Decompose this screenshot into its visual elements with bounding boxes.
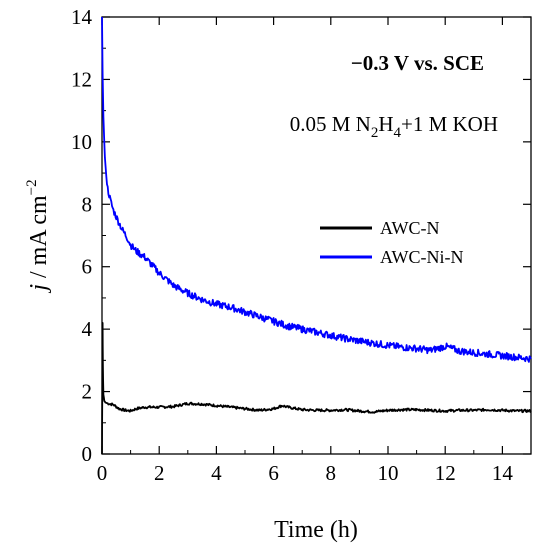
x-tick-label: 6 (268, 461, 279, 485)
axis-ticks (101, 16, 531, 455)
series-layer (101, 16, 532, 455)
y-tick-label: 10 (71, 130, 92, 154)
x-axis-title: Time (h) (274, 517, 358, 543)
legend-label: AWC-N (380, 218, 440, 238)
y-tick-label: 4 (82, 317, 93, 341)
plot-area (101, 16, 532, 455)
y-tick-label: 0 (82, 442, 93, 466)
x-axis-tick-labels: 0 2 4 6 8 10 12 14 (97, 461, 514, 485)
y-axis-tick-labels: 0 2 4 6 8 10 12 14 (71, 5, 93, 466)
x-tick-label: 14 (492, 461, 514, 485)
y-tick-label: 14 (71, 5, 93, 29)
y-tick-label: 2 (82, 380, 93, 404)
y-axis-title: j / mA cm−2 (24, 179, 52, 293)
x-tick-label: 8 (326, 461, 337, 485)
x-tick-label: 0 (97, 461, 108, 485)
series-line-awc-n (101, 321, 532, 455)
plot-frame (101, 16, 532, 455)
potential-annotation: −0.3 V vs. SCE (351, 51, 484, 75)
legend: AWC-N AWC-Ni-N (320, 218, 464, 267)
series-line-awc-ni-n (101, 16, 532, 363)
x-tick-label: 12 (435, 461, 456, 485)
y-tick-label: 12 (71, 67, 92, 91)
x-tick-label: 4 (211, 461, 222, 485)
legend-label: AWC-Ni-N (380, 247, 464, 267)
y-tick-label: 8 (82, 192, 93, 216)
electrolyte-annotation: 0.05 M N2H4+1 M KOH (290, 112, 498, 141)
x-tick-label: 10 (378, 461, 399, 485)
x-tick-label: 2 (154, 461, 165, 485)
y-tick-label: 6 (82, 255, 93, 279)
